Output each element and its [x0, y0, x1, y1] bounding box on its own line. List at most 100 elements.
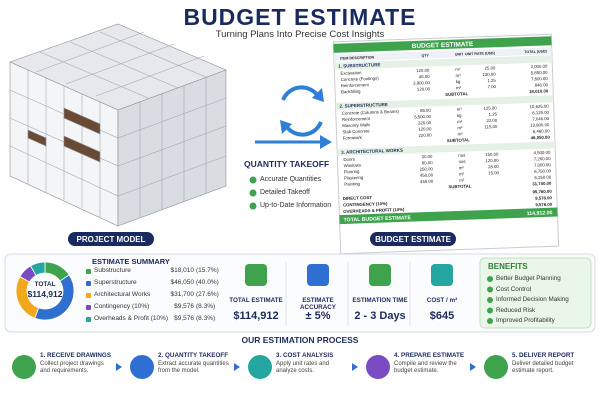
- sheet-cell: m²: [459, 171, 465, 176]
- benefit-item: Informed Decision Making: [496, 296, 569, 303]
- sheet-cell: 840.00: [535, 82, 549, 87]
- label-pill: [68, 232, 154, 246]
- sheet-cell: 120.00: [417, 86, 431, 91]
- sheet-cell: 7,200.00: [534, 156, 552, 162]
- sheet-cell: Reinforcement: [342, 116, 371, 122]
- kpi-label: ESTIMATION TIME: [352, 297, 408, 304]
- sheet-cell: m²: [457, 119, 463, 124]
- sheet-cell: m³: [456, 85, 462, 90]
- sheet-cell: m³: [457, 107, 463, 112]
- kpi-icon: [245, 264, 267, 286]
- check-icon: [487, 307, 493, 314]
- sheet-cell: nos: [458, 153, 465, 158]
- sheet-cell: 120.00: [416, 68, 430, 73]
- step-icon: [484, 355, 508, 379]
- legend-percent: (40.0%): [196, 279, 219, 286]
- benefit-item: Improved Profitability: [496, 317, 555, 324]
- sheet-cell: Doors: [343, 157, 355, 162]
- arrow-head: [312, 88, 324, 102]
- legend-percent: (8.3%): [196, 315, 216, 322]
- check-icon: [487, 318, 493, 324]
- sheet-title: BUDGET ESTIMATE: [412, 41, 475, 50]
- step-arrow: [116, 363, 122, 371]
- sheet-cell: 10,625.00: [530, 104, 550, 110]
- sheet-cell: m³: [455, 67, 461, 72]
- sheet-cell: TOTAL BUDGET ESTIMATE: [343, 215, 411, 223]
- sheet-cell: 115.00: [484, 124, 498, 129]
- step-title: 3. COST ANALYSIS: [276, 352, 334, 359]
- section-band: [334, 55, 553, 70]
- legend-name: Overheads & Profit (10%): [94, 315, 169, 322]
- sheet-cell: 220.00: [418, 132, 432, 137]
- sheet-cell: DIRECT COST: [343, 195, 373, 201]
- check-icon: [249, 176, 257, 184]
- sheet-cell: 60.00: [422, 160, 434, 165]
- sheet-cell: kg: [457, 113, 462, 118]
- process-title: OUR ESTIMATION PROCESS: [241, 335, 359, 345]
- model-label: PROJECT MODEL: [76, 234, 146, 244]
- sheet-cell: 6,500.00: [414, 114, 432, 120]
- sheet-cell: 2. SUPERSTRUCTURE: [339, 102, 387, 109]
- benefits-title: BENEFITS: [488, 262, 528, 271]
- title: BUDGET ESTIMATE: [183, 4, 417, 30]
- sheet-cell: SUBTOTAL: [447, 137, 471, 143]
- step-icon: [12, 355, 36, 379]
- sheet-cell: 13,800.00: [530, 122, 550, 128]
- sheet-cell: SUBTOTAL: [445, 91, 469, 97]
- legend-name: Contingency (10%): [94, 303, 150, 310]
- sheet-cell: m²: [458, 131, 464, 136]
- sheet-cell: 250.00: [420, 166, 434, 171]
- sheet-cell: SUBTOTAL: [448, 183, 472, 189]
- building-model: [9, 23, 227, 227]
- sheet-header: [333, 36, 552, 53]
- sheet-cell: Windows: [344, 163, 362, 169]
- sheet-cell: Excavation: [340, 70, 362, 76]
- kpi-icon: [307, 264, 329, 286]
- summary-title: ESTIMATE SUMMARY: [92, 257, 170, 266]
- kpi-label: ESTIMATE ACCURACY: [299, 297, 337, 312]
- section-band: [335, 95, 554, 110]
- step-text: Apply unit rates and analyze costs.: [276, 361, 330, 374]
- sheet-cell: Painting: [344, 181, 360, 187]
- step-icon: [130, 355, 154, 379]
- donut-center-label: TOTAL: [34, 281, 56, 288]
- kpi-value: 2 - 3 Days: [354, 310, 406, 322]
- sheet-cell: 95,760.00: [532, 189, 552, 195]
- sheet-cell: 3,900.00: [413, 80, 431, 86]
- legend-swatch: [86, 269, 91, 274]
- sheet-cell: 30.00: [422, 154, 434, 159]
- sheet-cell: 46,050.00: [531, 135, 551, 141]
- sheet-cell: 6,750.00: [534, 168, 552, 174]
- step-title: 1. RECEIVE DRAWINGS: [40, 352, 112, 359]
- sheet-cell: m²: [459, 165, 465, 170]
- sheet-cell: 15.00: [488, 170, 500, 175]
- donut-center-value: $114,912: [27, 289, 63, 299]
- legend-percent: (15.7%): [196, 267, 219, 274]
- sheet-cell: m³: [455, 73, 461, 78]
- subtitle: Turning Plans Into Precise Cost Insights: [215, 29, 385, 40]
- step-icon: [366, 355, 390, 379]
- arrow-head: [280, 120, 292, 134]
- legend-value: $18,010: [170, 267, 195, 274]
- sheet-cell: 9,576.00: [535, 195, 553, 201]
- legend-swatch: [86, 305, 91, 310]
- legend-percent: (8.3%): [196, 303, 216, 310]
- legend-value: $9,576: [174, 315, 194, 322]
- section-band: [337, 141, 556, 156]
- sheet-cell: kg: [456, 79, 461, 84]
- sheet-cell: 18,010.00: [529, 88, 549, 94]
- step-title: 2. QUANTITY TAKEOFF: [158, 352, 229, 359]
- step-text: Compile and review the budget estimate.: [394, 361, 457, 374]
- kpi-icon: [431, 264, 453, 286]
- legend-value: $46,050: [170, 279, 195, 286]
- sheet-cell: 6,460.00: [533, 128, 551, 134]
- step-title: 5. DELIVER REPORT: [512, 352, 575, 359]
- sheet-cell: Plastering: [344, 175, 364, 181]
- sheet-label: BUDGET ESTIMATE: [375, 234, 451, 244]
- takeoff-item: Accurate Quantities: [260, 176, 322, 183]
- sheet-cell: Concrete (Footings): [341, 76, 380, 82]
- kpi-value: $114,912: [233, 310, 279, 322]
- arrow-head: [320, 135, 332, 149]
